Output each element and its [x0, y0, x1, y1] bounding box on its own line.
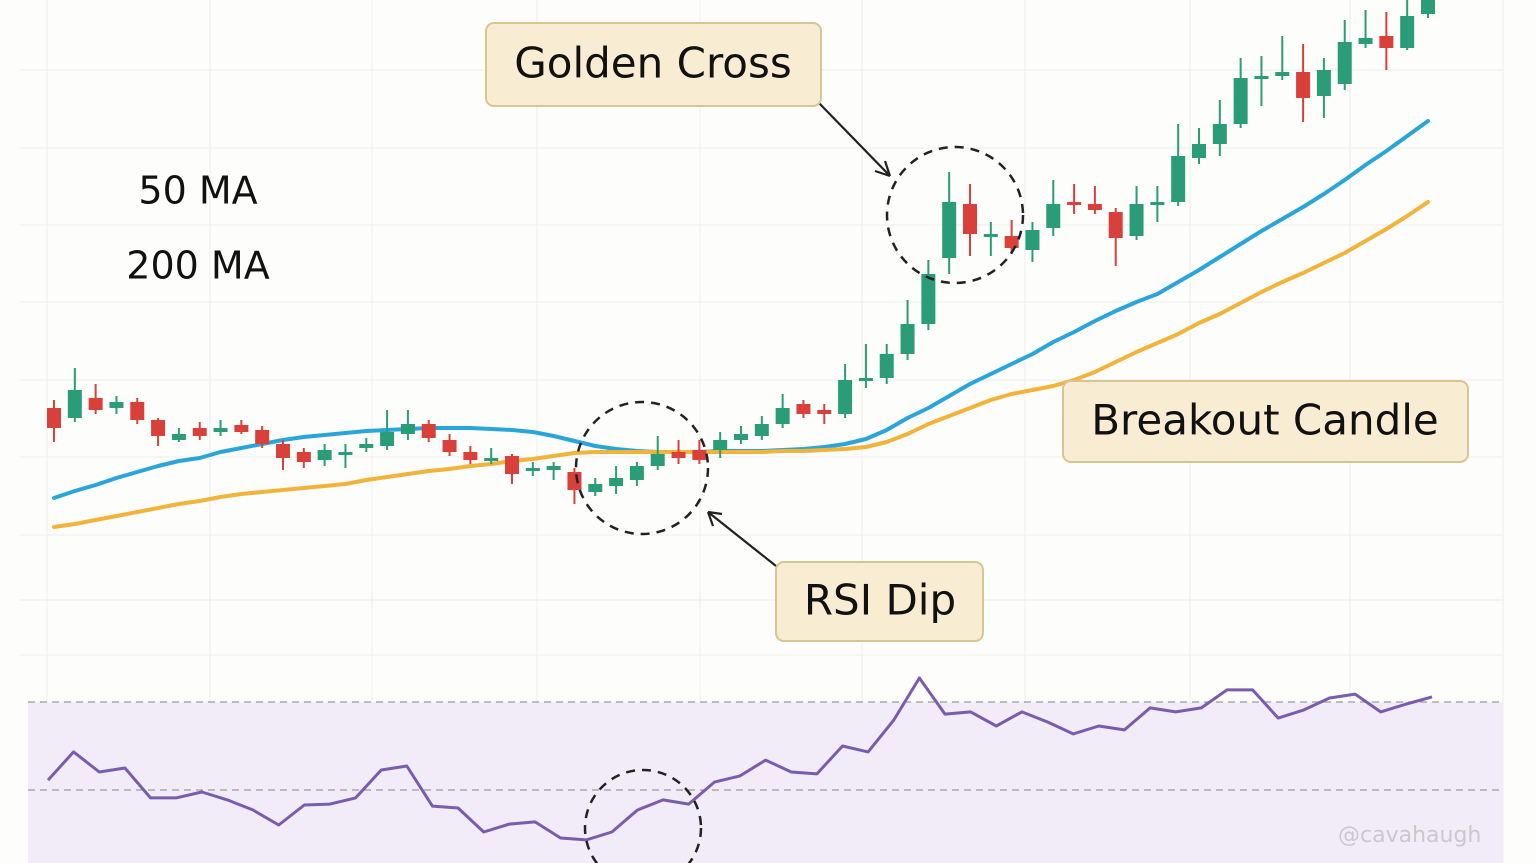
annotation-box — [1062, 380, 1469, 463]
candle-body — [380, 432, 395, 446]
candle-body — [88, 398, 103, 410]
candle-body — [650, 454, 665, 466]
rsi-zone — [28, 702, 1503, 863]
candle-body — [900, 324, 915, 354]
candle-body — [754, 424, 769, 436]
candle-body — [1129, 204, 1144, 236]
candle-body — [255, 430, 270, 444]
candle-body — [983, 234, 998, 237]
legend-label: 50 MA — [138, 169, 257, 213]
candle-body — [1108, 212, 1123, 238]
candle-body — [921, 274, 936, 324]
candle-body — [1004, 236, 1019, 248]
candle-body — [1296, 72, 1311, 98]
highlight-circle — [583, 768, 703, 863]
annotation-box — [775, 561, 984, 642]
candle-body — [588, 484, 603, 492]
candle-body — [171, 434, 186, 440]
highlight-circle — [574, 400, 710, 536]
candle-body — [463, 452, 478, 460]
candle-body — [713, 440, 728, 450]
candle-body — [505, 456, 519, 474]
candle-body — [296, 452, 311, 462]
candle-body — [484, 458, 499, 461]
candle-body — [692, 450, 707, 460]
candle-body — [192, 428, 207, 436]
candle-body — [276, 444, 290, 458]
candle-body — [1275, 72, 1290, 76]
candle-body — [1087, 204, 1102, 210]
ma-line — [52, 200, 1430, 529]
candle-body — [546, 466, 561, 470]
candle-body — [130, 402, 145, 420]
candle-body — [1150, 202, 1165, 205]
candle-body — [1379, 36, 1394, 48]
candle-body — [1358, 38, 1373, 44]
candle-body — [858, 378, 873, 381]
plot — [28, 0, 1503, 842]
candle-body — [442, 440, 457, 452]
annotation: Golden Cross — [514, 39, 792, 88]
candle-body — [47, 408, 61, 428]
annotation: RSI Dip — [804, 576, 956, 625]
candle-body — [1171, 156, 1186, 202]
candle-body — [567, 472, 582, 490]
candle-body — [1400, 16, 1415, 48]
rsi-line — [46, 676, 1433, 842]
grid — [20, 0, 1504, 863]
candle-body — [1046, 204, 1061, 228]
candle-body — [1025, 230, 1040, 250]
annotation-box — [485, 22, 822, 107]
candle-body — [1316, 70, 1331, 96]
candle-body — [67, 390, 82, 418]
legend-label: 200 MA — [126, 244, 269, 288]
candle-body — [796, 404, 811, 414]
candle-body — [400, 424, 415, 434]
candle-body — [817, 410, 832, 414]
candle-body — [338, 452, 353, 455]
arrow — [817, 101, 892, 178]
candle-body — [421, 424, 436, 438]
candle-body — [1192, 144, 1206, 158]
watermark: @cavahaugh — [1338, 823, 1481, 848]
candle-body — [879, 354, 894, 378]
candle-body — [234, 425, 249, 432]
candle-body — [359, 444, 374, 448]
candle-body — [525, 468, 540, 471]
annotation: Breakout Candle — [1091, 396, 1439, 445]
candle-body — [671, 452, 686, 458]
highlight-circle — [885, 145, 1025, 285]
candle-body — [1254, 76, 1269, 79]
candle-body — [838, 380, 853, 414]
candle-body — [213, 428, 228, 432]
candle-body — [629, 466, 644, 480]
arrow — [706, 510, 777, 567]
candle-body — [1233, 78, 1248, 124]
candle-body — [609, 478, 624, 486]
candle-body — [963, 204, 977, 234]
candle-body — [1421, 0, 1435, 14]
candle-body — [317, 450, 332, 460]
candle-body — [1067, 202, 1082, 205]
candle-body — [1212, 124, 1227, 144]
candle-body — [942, 202, 957, 258]
candle-body — [151, 420, 166, 436]
candle-body — [734, 434, 748, 440]
candle-body — [1337, 42, 1352, 84]
candle-body — [775, 408, 790, 424]
candle-body — [109, 402, 124, 408]
